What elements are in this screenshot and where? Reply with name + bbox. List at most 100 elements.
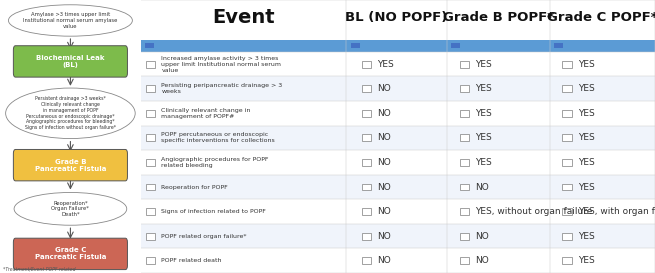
Text: YES: YES (475, 133, 492, 142)
Text: Reoperation*
Organ Failure*
Death*: Reoperation* Organ Failure* Death* (52, 201, 89, 217)
Text: YES: YES (578, 158, 595, 167)
FancyBboxPatch shape (141, 40, 655, 52)
Text: YES, with organ failure: YES, with organ failure (578, 207, 655, 216)
FancyBboxPatch shape (563, 183, 572, 191)
FancyBboxPatch shape (146, 233, 155, 240)
Text: NO: NO (377, 109, 391, 118)
FancyBboxPatch shape (460, 61, 469, 68)
Text: Angiographic procedures for POPF
related bleeding: Angiographic procedures for POPF related… (161, 157, 269, 168)
FancyBboxPatch shape (141, 0, 655, 40)
Text: Grade B POPF*: Grade B POPF* (443, 11, 553, 24)
FancyBboxPatch shape (146, 110, 155, 117)
FancyBboxPatch shape (146, 159, 155, 166)
Text: YES: YES (578, 256, 595, 265)
FancyBboxPatch shape (362, 183, 371, 191)
FancyBboxPatch shape (141, 76, 655, 101)
FancyBboxPatch shape (13, 46, 128, 77)
Text: NO: NO (377, 232, 391, 241)
FancyBboxPatch shape (460, 233, 469, 240)
Text: NO: NO (475, 183, 489, 191)
FancyBboxPatch shape (141, 150, 655, 175)
Text: YES: YES (475, 60, 492, 69)
Text: Grade B
Pancreatic Fistula: Grade B Pancreatic Fistula (35, 159, 106, 172)
FancyBboxPatch shape (460, 110, 469, 117)
FancyBboxPatch shape (563, 159, 572, 166)
Text: YES: YES (578, 232, 595, 241)
FancyBboxPatch shape (362, 233, 371, 240)
FancyBboxPatch shape (13, 238, 128, 270)
Text: YES: YES (578, 109, 595, 118)
Text: Grade C
Pancreatic Fistula: Grade C Pancreatic Fistula (35, 247, 106, 260)
FancyBboxPatch shape (146, 85, 155, 92)
FancyBboxPatch shape (141, 199, 655, 224)
FancyBboxPatch shape (362, 85, 371, 92)
FancyBboxPatch shape (350, 43, 360, 48)
Text: Persisting peripancreatic drainage > 3
weeks: Persisting peripancreatic drainage > 3 w… (161, 83, 283, 94)
FancyBboxPatch shape (563, 85, 572, 92)
FancyBboxPatch shape (146, 61, 155, 68)
FancyBboxPatch shape (451, 43, 460, 48)
FancyBboxPatch shape (141, 101, 655, 126)
Ellipse shape (6, 88, 135, 139)
Text: Signs of infection related to POPF: Signs of infection related to POPF (161, 209, 267, 214)
Text: NO: NO (377, 183, 391, 191)
Text: YES: YES (578, 183, 595, 191)
FancyBboxPatch shape (141, 126, 655, 150)
Text: Event: Event (212, 8, 275, 27)
Text: Amylase >3 times upper limit
Institutional normal serum amylase
value: Amylase >3 times upper limit Institution… (23, 12, 118, 29)
Ellipse shape (9, 5, 132, 36)
FancyBboxPatch shape (362, 61, 371, 68)
Text: YES: YES (578, 133, 595, 142)
FancyBboxPatch shape (460, 159, 469, 166)
FancyBboxPatch shape (563, 257, 572, 264)
FancyBboxPatch shape (563, 61, 572, 68)
Text: Persistent drainage >3 weeks*
Clinically relevant change
in management of POPF
P: Persistent drainage >3 weeks* Clinically… (25, 96, 116, 130)
Text: YES: YES (475, 109, 492, 118)
Text: *Treatment/Event POPF related: *Treatment/Event POPF related (3, 267, 75, 272)
Ellipse shape (14, 192, 126, 225)
FancyBboxPatch shape (460, 183, 469, 191)
Text: NO: NO (377, 158, 391, 167)
Text: YES: YES (578, 60, 595, 69)
Text: YES, without organ failure: YES, without organ failure (475, 207, 592, 216)
FancyBboxPatch shape (362, 110, 371, 117)
Text: Biochemical Leak
(BL): Biochemical Leak (BL) (36, 55, 105, 68)
FancyBboxPatch shape (563, 233, 572, 240)
FancyBboxPatch shape (146, 208, 155, 215)
Text: Clinically relevant change in
management of POPF#: Clinically relevant change in management… (161, 108, 251, 119)
FancyBboxPatch shape (141, 248, 655, 273)
FancyBboxPatch shape (362, 135, 371, 141)
FancyBboxPatch shape (145, 43, 154, 48)
FancyBboxPatch shape (362, 159, 371, 166)
FancyBboxPatch shape (553, 43, 563, 48)
Text: YES: YES (578, 84, 595, 93)
FancyBboxPatch shape (563, 208, 572, 215)
Text: BL (NO POPF): BL (NO POPF) (345, 11, 448, 24)
Text: Reoperation for POPF: Reoperation for POPF (161, 185, 228, 189)
Text: POPF related death: POPF related death (161, 258, 222, 263)
FancyBboxPatch shape (362, 257, 371, 264)
Text: Grade C POPF*: Grade C POPF* (547, 11, 655, 24)
Text: NO: NO (377, 84, 391, 93)
Text: NO: NO (475, 232, 489, 241)
FancyBboxPatch shape (563, 110, 572, 117)
FancyBboxPatch shape (146, 183, 155, 191)
Text: NO: NO (377, 256, 391, 265)
Text: NO: NO (377, 207, 391, 216)
FancyBboxPatch shape (141, 0, 655, 40)
FancyBboxPatch shape (563, 135, 572, 141)
Text: POPF percutaneous or endoscopic
specific interventions for collections: POPF percutaneous or endoscopic specific… (161, 132, 275, 143)
FancyBboxPatch shape (460, 257, 469, 264)
FancyBboxPatch shape (460, 85, 469, 92)
FancyBboxPatch shape (146, 257, 155, 264)
Text: NO: NO (377, 133, 391, 142)
FancyBboxPatch shape (13, 150, 128, 181)
Text: POPF related organ failure*: POPF related organ failure* (161, 234, 247, 239)
Text: YES: YES (475, 84, 492, 93)
FancyBboxPatch shape (141, 175, 655, 199)
FancyBboxPatch shape (141, 224, 655, 248)
Text: YES: YES (475, 158, 492, 167)
Text: NO: NO (475, 256, 489, 265)
FancyBboxPatch shape (362, 208, 371, 215)
FancyBboxPatch shape (141, 52, 655, 76)
